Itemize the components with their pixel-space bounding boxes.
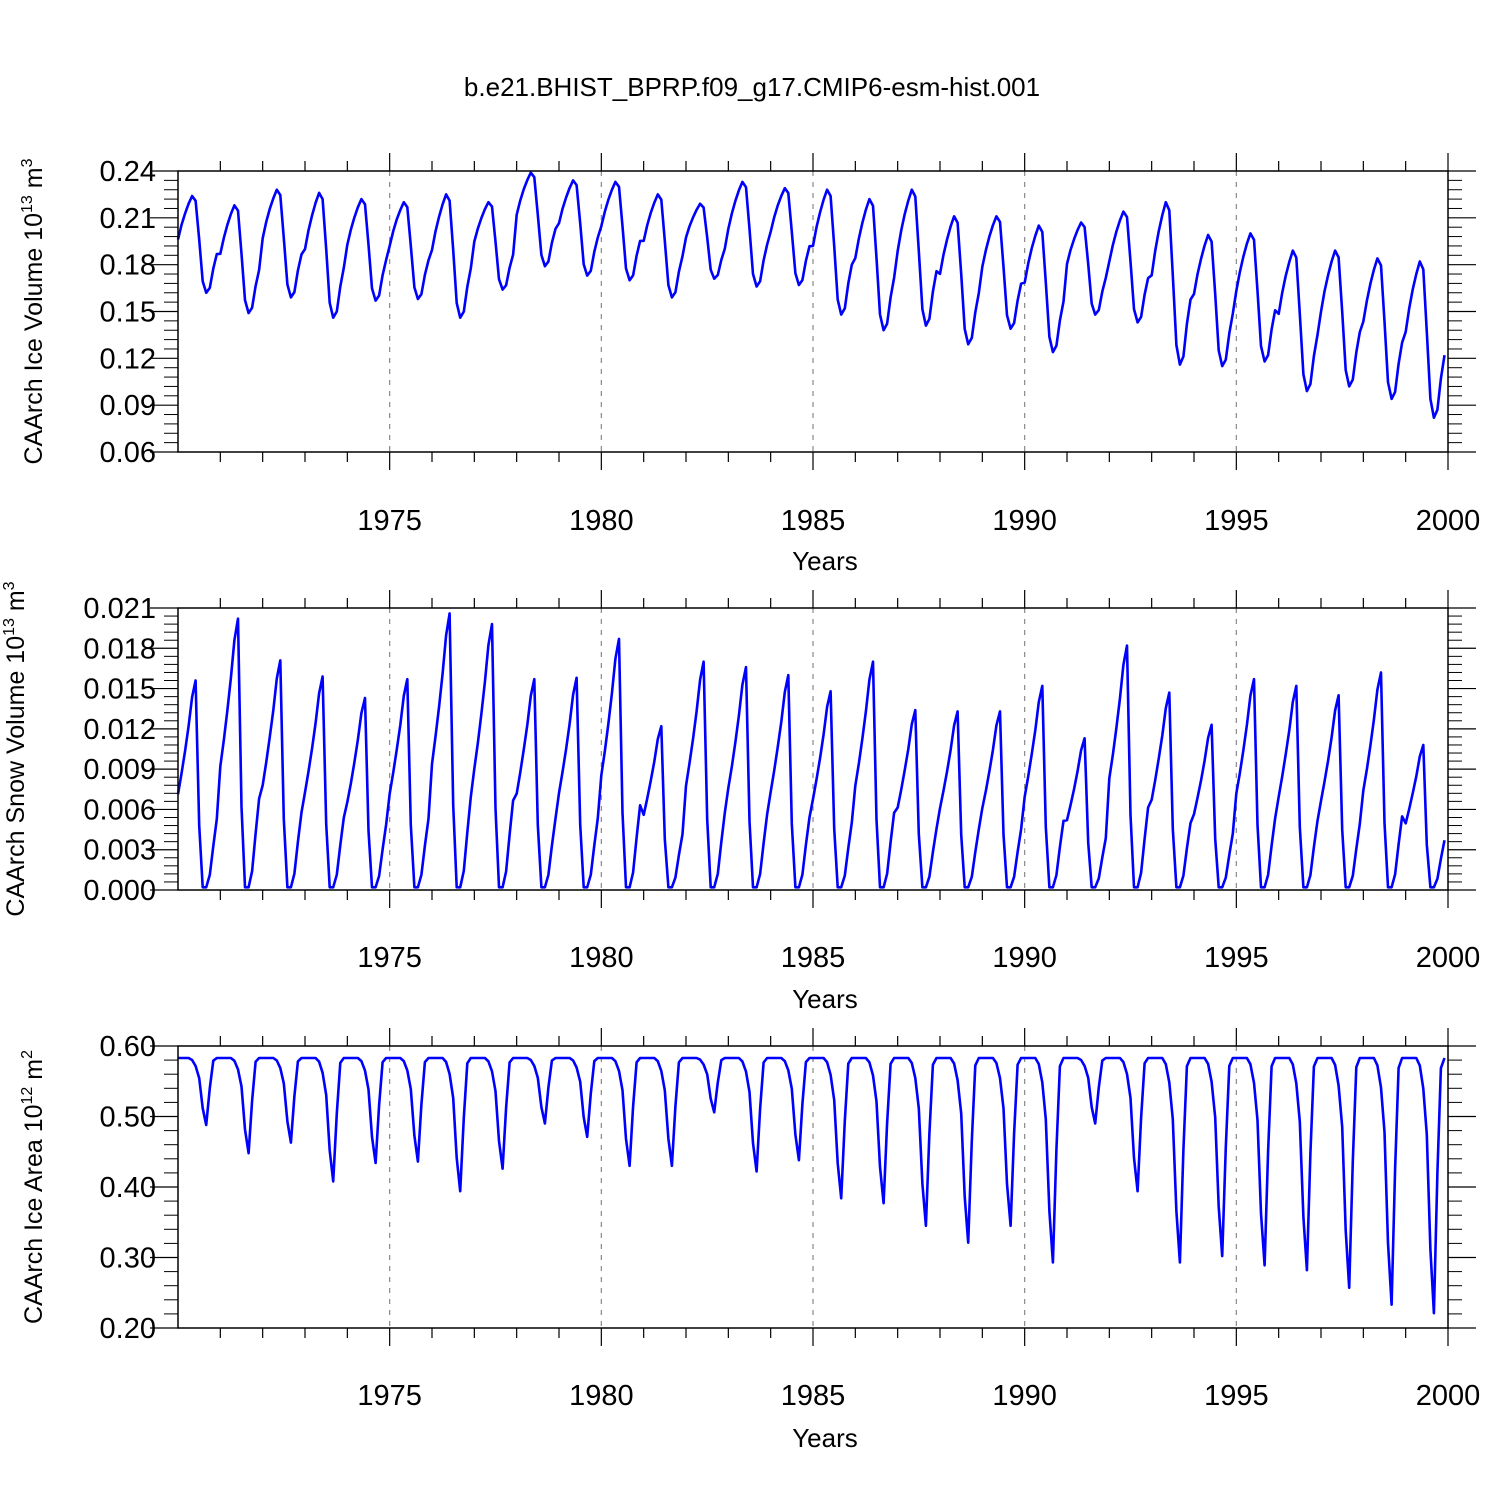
y-tick-label: 0.20: [100, 1313, 156, 1345]
y-tick-label: 0.18: [100, 250, 156, 282]
x-tick-label: 1975: [357, 1380, 422, 1412]
x-tick-label: 1995: [1204, 942, 1269, 974]
x-axis-title: Years: [792, 546, 858, 576]
y-tick-label: 0.60: [100, 1031, 156, 1063]
x-tick-label: 1990: [992, 942, 1057, 974]
y-tick-label: 0.009: [83, 754, 156, 786]
x-tick-label: 1980: [569, 505, 634, 537]
figure-title: b.e21.BHIST_BPRP.f09_g17.CMIP6-esm-hist.…: [464, 72, 1040, 102]
x-tick-label: 1985: [781, 942, 846, 974]
x-tick-label: 2000: [1416, 942, 1481, 974]
x-tick-label: 1995: [1204, 1380, 1269, 1412]
y-tick-label: 0.018: [83, 633, 156, 665]
y-tick-label: 0.09: [100, 390, 156, 422]
x-tick-label: 1975: [357, 942, 422, 974]
y-tick-label: 0.15: [100, 297, 156, 329]
y-tick-label: 0.50: [100, 1102, 156, 1134]
data-series-line: [176, 171, 1446, 420]
x-tick-label: 1990: [992, 1380, 1057, 1412]
y-tick-label: 0.24: [100, 156, 156, 188]
x-tick-label: 1980: [569, 942, 634, 974]
y-tick-label: 0.015: [83, 674, 156, 706]
x-tick-label: 1995: [1204, 505, 1269, 537]
y-axis-title: CAArch Snow Volume 1013 m3: [1, 581, 30, 916]
y-tick-label: 0.30: [100, 1243, 156, 1275]
y-tick-label: 0.12: [100, 343, 156, 375]
x-axis-title: Years: [792, 1423, 858, 1453]
panel-1: 1975 1980 1985 1990 1995 2000 0.06 0.09 0.12 0.15…: [19, 153, 1480, 576]
y-axis-title: CAArch Ice Volume 1013 m3: [19, 158, 48, 464]
x-tick-label: 1985: [781, 505, 846, 537]
y-tick-label: 0.40: [100, 1172, 156, 1204]
x-tick-label: 1980: [569, 1380, 634, 1412]
panel-2: 1975 1980 1985 1990 1995 2000 0.000 0.003 0.006 0…: [1, 581, 1480, 1014]
x-tick-label: 2000: [1416, 1380, 1481, 1412]
y-tick-label: 0.012: [83, 714, 156, 746]
y-axis-title: CAArch Ice Area 1012 m2: [19, 1050, 48, 1324]
x-axis-title: Years: [792, 984, 858, 1014]
x-tick-label: 1985: [781, 1380, 846, 1412]
y-tick-label: 0.003: [83, 835, 156, 867]
y-tick-label: 0.021: [83, 593, 156, 625]
y-tick-label: 0.000: [83, 875, 156, 907]
panel-3: 1975 1980 1985 1990 1995 2000 0.20 0.30 0.40 0.50…: [19, 1028, 1480, 1453]
y-tick-label: 0.006: [83, 794, 156, 826]
y-tick-label: 0.21: [100, 203, 156, 235]
x-tick-label: 2000: [1416, 505, 1481, 537]
x-tick-label: 1990: [992, 505, 1057, 537]
data-series-line: [176, 612, 1446, 889]
panels: 1975 1980 1985 1990 1995 2000 0.06 0.09 0.12 0.15…: [1, 153, 1480, 1453]
x-tick-label: 1975: [357, 505, 422, 537]
data-series-line: [178, 1056, 1446, 1315]
y-tick-label: 0.06: [100, 437, 156, 469]
